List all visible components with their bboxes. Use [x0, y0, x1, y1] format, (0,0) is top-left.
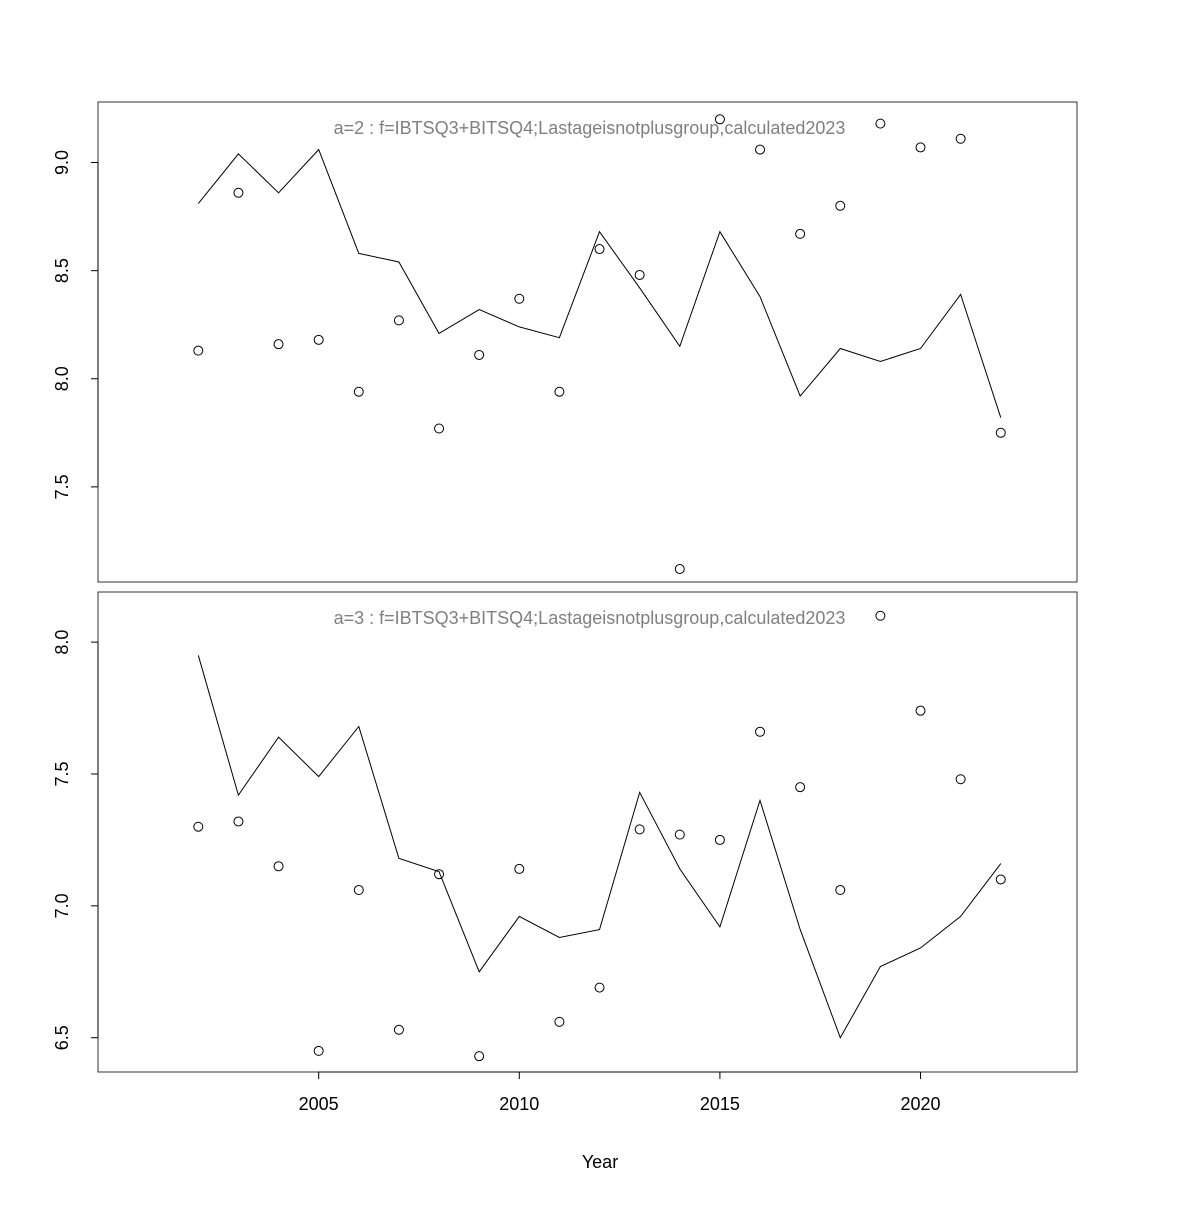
panel-2-obs-point — [353, 885, 364, 896]
panel-2-obs-point — [554, 1016, 565, 1027]
panel-1-obs-point — [474, 349, 485, 360]
panel-2-obs-point — [634, 824, 645, 835]
x-axis-label: Year — [582, 1152, 618, 1172]
y-tick-label: 8.5 — [52, 258, 72, 283]
panel-2-obs-point — [674, 829, 685, 840]
panel-1-obs-point — [313, 334, 324, 345]
panel-1-obs-point — [795, 228, 806, 239]
x-tick-label: 2005 — [299, 1094, 339, 1114]
panel-2-obs-point — [233, 816, 244, 827]
panel-2-model-line — [197, 655, 1002, 1039]
panel-1-obs-point — [353, 386, 364, 397]
panel-1-obs-point — [714, 114, 725, 125]
y-tick-label: 7.0 — [52, 893, 72, 918]
y-tick-label: 8.0 — [52, 630, 72, 655]
panel-2-obs-point — [714, 834, 725, 845]
panel-2-obs-point — [434, 869, 445, 880]
panel-2-obs-point — [755, 726, 766, 737]
panel-2-obs-point — [955, 774, 966, 785]
panel-2-obs-point — [273, 861, 284, 872]
panel-1-obs-point — [233, 187, 244, 198]
y-tick-label: 8.0 — [52, 366, 72, 391]
panel-1-obs-point — [554, 386, 565, 397]
y-tick-label: 9.0 — [52, 150, 72, 175]
panel-1-obs-point — [755, 144, 766, 155]
x-tick-label: 2020 — [900, 1094, 940, 1114]
panel-2-obs-point — [393, 1024, 404, 1035]
x-tick-label: 2015 — [700, 1094, 740, 1114]
panel-1-frame — [97, 101, 1078, 583]
panel-1-obs-point — [915, 142, 926, 153]
panel-2-obs-point — [795, 782, 806, 793]
y-tick-label: 7.5 — [52, 761, 72, 786]
panel-2-obs-point — [915, 705, 926, 716]
panel-1-obs-point — [875, 118, 886, 129]
panel-2-obs-point — [474, 1051, 485, 1062]
panel-1-obs-point — [273, 339, 284, 350]
panel-1-obs-point — [393, 315, 404, 326]
panel-1-model-line — [197, 148, 1002, 418]
panel-1-title: a=2 : f=IBTSQ3+BITSQ4;Lastageisnotplusgr… — [334, 118, 846, 138]
panel-1-obs-point — [955, 133, 966, 144]
panel-2-obs-point — [313, 1045, 324, 1056]
panel-2-frame — [97, 591, 1078, 1073]
panel-1-obs-point — [514, 293, 525, 304]
panel-2-obs-point — [193, 821, 204, 832]
x-tick-label: 2010 — [499, 1094, 539, 1114]
panel-1-obs-point — [995, 427, 1006, 438]
panel-2-obs-point — [594, 982, 605, 993]
panel-1-obs-point — [634, 269, 645, 280]
panel-2-obs-point — [995, 874, 1006, 885]
panel-2-obs-point — [835, 885, 846, 896]
panel-2-title: a=3 : f=IBTSQ3+BITSQ4;Lastageisnotplusgr… — [334, 608, 846, 628]
panel-1-obs-point — [594, 244, 605, 255]
panel-1-obs-point — [674, 564, 685, 575]
panel-2-obs-point — [514, 863, 525, 874]
panel-1-obs-point — [193, 345, 204, 356]
panel-2-obs-point — [875, 610, 886, 621]
y-tick-label: 7.5 — [52, 474, 72, 499]
y-tick-label: 6.5 — [52, 1025, 72, 1050]
panel-1-obs-point — [835, 200, 846, 211]
panel-1-obs-point — [434, 423, 445, 434]
